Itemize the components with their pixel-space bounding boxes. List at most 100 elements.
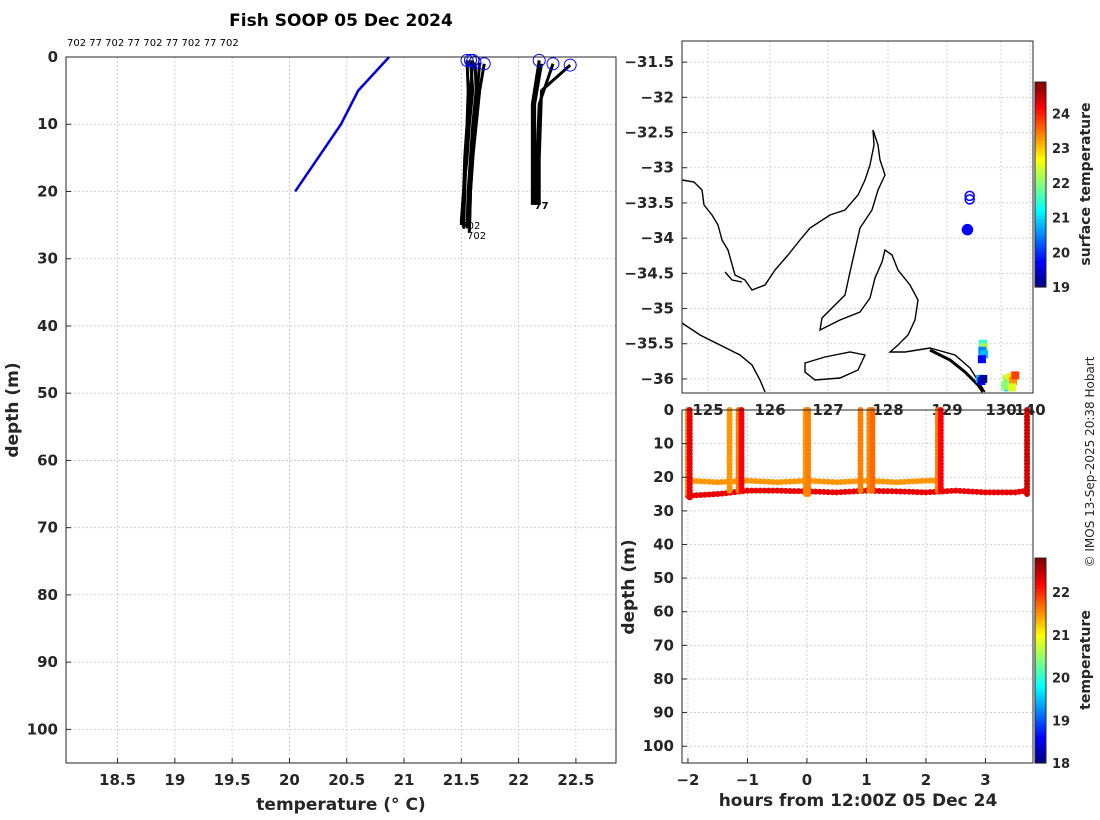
time-depth-point [718,479,725,486]
profile-y-tick-label: 90 [37,653,58,671]
time-depth-colorbar-segment [1035,616,1046,621]
map-colorbar-frame [1034,81,1047,288]
map-colorbar-segment [1035,92,1046,97]
credit-text: © IMOS 13-Sep-2025 20:38 Hobart [1083,356,1097,567]
time-depth-y-tick-label: 100 [643,737,674,755]
map-colorbar-segment [1035,232,1046,237]
time-depth-point [990,489,997,496]
time-depth-point [1024,491,1031,498]
time-depth-colorbar-segment [1035,745,1046,750]
map-colorbar-segment [1035,235,1046,240]
time-depth-colorbar-segment [1035,561,1046,566]
time-depth-point [693,478,700,485]
map-colorbar: 19 20 21 22 23 24 [1034,81,1070,296]
time-depth-point [791,488,798,495]
time-depth-point [1003,489,1010,496]
time-depth-point [857,487,864,494]
coastline-west [681,322,766,393]
time-depth-point [686,494,693,501]
map-colorbar-segment [1035,174,1046,179]
time-depth-y-tick-label: 80 [653,670,674,688]
time-depth-point [918,477,925,484]
time-depth-point [880,478,887,485]
time-depth-x-tick-label: 3 [980,771,990,789]
map-colorbar-segment [1035,276,1046,281]
map-colorbar-segment [1035,129,1046,134]
map-colorbar-tick-label: 19 [1052,281,1070,296]
end-label: 702 [467,231,486,242]
time-depth-point [876,478,883,485]
surface-marker [563,58,577,72]
time-depth-point [884,488,891,495]
time-depth-y-tick-label: 40 [653,535,674,553]
profile-x-tick-label: 21.5 [443,771,480,789]
map-colorbar-segment [1035,177,1046,182]
profile-y-ticks: 0 10 20 30 40 50 60 70 80 90 100 [27,48,71,738]
profile-line [465,62,478,229]
end-label: 77 [535,201,549,212]
time-depth-point [738,487,745,494]
time-depth-point [816,478,823,485]
map-colorbar-segment [1035,136,1046,141]
time-depth-y-ticks: 0 10 20 30 40 50 60 70 80 90 100 [643,401,687,755]
time-depth-point [965,488,972,495]
map-colorbar-segment [1035,99,1046,104]
map-colorbar-segment [1035,126,1046,131]
map-colorbar-segment [1035,119,1046,124]
map-colorbar-segment [1035,266,1046,271]
sst-cell [980,350,989,359]
map-colorbar-segment [1035,280,1046,285]
map-track-point [964,190,975,202]
profile-line [533,63,543,205]
time-depth-point [842,478,849,485]
map-colorbar-segment [1035,187,1046,192]
time-depth-point [757,487,764,494]
time-depth-colorbar-segment [1035,732,1046,737]
profile-x-tick-label: 19 [164,771,185,789]
map-colorbar-segment [1035,191,1046,196]
profile-y-tick-label: 20 [37,182,58,200]
time-depth-point [701,478,708,485]
map-colorbar-tick-label: 23 [1052,142,1070,157]
surface-marker [546,57,560,71]
map-colorbar-segment [1035,215,1046,220]
time-depth-point [910,488,917,495]
time-depth-point [986,489,993,496]
time-depth-point [816,488,823,495]
sst-cell [1011,371,1020,380]
time-depth-point [914,489,921,496]
map-colorbar-segment [1035,157,1046,162]
map-y-ticks: −31.5 −32 −32.5 −33 −33.5 −34 −34.5 −35 −35.5 −36 [624,53,687,388]
time-depth-colorbar-segment [1035,663,1046,668]
map-colorbar-tick-label: 20 [1052,246,1070,261]
time-depth-point [1007,489,1014,496]
profile-axes-frame [65,56,617,764]
time-depth-colorbar-segment [1035,694,1046,699]
map-colorbar-segment [1035,218,1046,223]
time-depth-point [888,479,895,486]
time-depth-point [812,488,819,495]
time-depth-point [710,491,717,498]
time-depth-colorbar-segment [1035,588,1046,593]
time-depth-colorbar-segment [1035,660,1046,665]
kangaroo-island [804,351,867,381]
time-depth-colorbar-segment [1035,667,1046,672]
map-colorbar-segment [1035,205,1046,210]
time-depth-y-tick-label: 30 [653,502,674,520]
time-depth-colorbar-tick-label: 21 [1052,629,1070,644]
time-depth-point [748,477,755,484]
coastline-peninsula [724,271,743,283]
coastline [681,129,986,393]
time-depth-point [927,489,934,496]
time-depth-colorbar-tick-label: 20 [1052,672,1070,687]
time-depth-colorbar-segment [1035,701,1046,706]
time-depth-point [910,478,917,485]
map-colorbar-segment [1035,109,1046,114]
sst-cell [1006,372,1015,381]
map-colorbar-segment [1035,181,1046,186]
time-depth-colorbar-segment [1035,581,1046,586]
map-colorbar-segment [1035,194,1046,199]
surface-marker [460,53,474,67]
time-depth-point [837,479,844,486]
map-colorbar-segment [1035,225,1046,230]
